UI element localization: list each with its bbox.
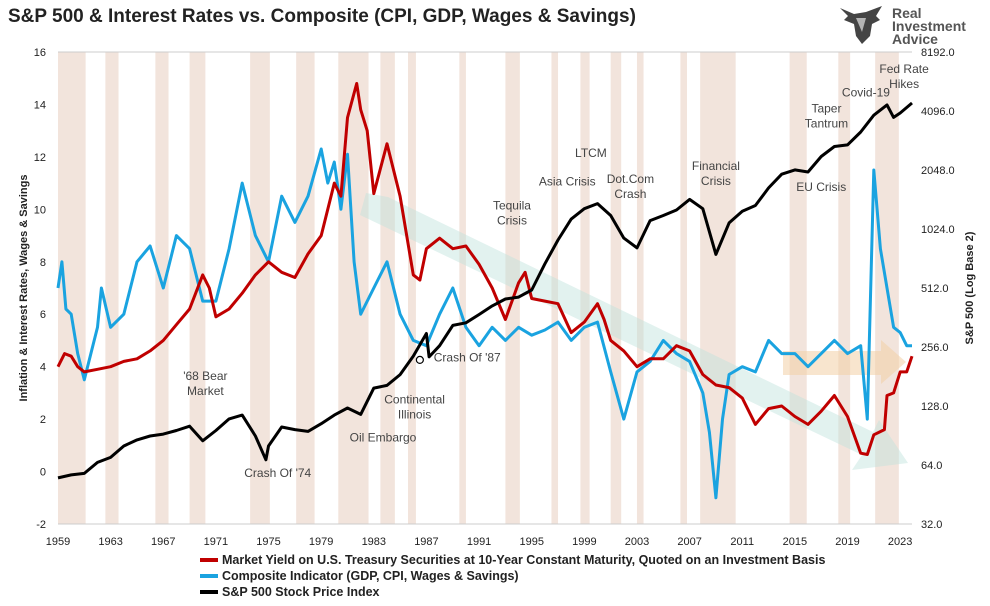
annotation-6: Asia Crisis bbox=[539, 175, 596, 189]
x-tick-label-8: 1991 bbox=[467, 536, 491, 548]
annotation-3: Continental Illinois bbox=[384, 392, 445, 421]
logo-text-line1: Real bbox=[892, 5, 922, 21]
tick-labels-layer: 1959 1963 1967 1971 1975 1979 1983 1987 1991 1995… bbox=[34, 47, 955, 548]
x-tick-label-6: 1983 bbox=[362, 536, 386, 548]
y-tick-label-2: 2 bbox=[40, 414, 46, 426]
y-tick-label-0: -2 bbox=[36, 519, 46, 531]
x-tick-label-10: 1999 bbox=[572, 536, 596, 548]
rate-hike-arrow bbox=[783, 340, 906, 384]
x-tick-label-11: 2003 bbox=[625, 536, 649, 548]
y2-tick-label-0: 32.0 bbox=[921, 519, 942, 531]
annotation-1: Crash Of '74 bbox=[244, 466, 311, 480]
legend-swatch bbox=[200, 574, 218, 578]
trend-arrows-layer bbox=[360, 193, 908, 470]
annotation-5: Tequila Crisis bbox=[493, 198, 531, 227]
x-tick-label-5: 1979 bbox=[309, 536, 333, 548]
series-layer bbox=[56, 82, 914, 500]
recession-band-8 bbox=[408, 52, 416, 524]
annotation-4: Crash Of '87 bbox=[434, 350, 501, 364]
legend-label: S&P 500 Stock Price Index bbox=[222, 585, 380, 599]
y-tick-label-3: 4 bbox=[40, 362, 46, 374]
recession-band-14 bbox=[636, 52, 644, 524]
logo-text-line2: Investment bbox=[892, 18, 966, 34]
y2-tick-label-2: 128.0 bbox=[921, 401, 949, 413]
recession-band-15 bbox=[680, 52, 687, 524]
y-tick-label-6: 10 bbox=[34, 204, 46, 216]
y-tick-label-9: 16 bbox=[34, 47, 46, 59]
legend-item-0: Market Yield on U.S. Treasury Securities… bbox=[200, 552, 825, 568]
event-marker-0 bbox=[415, 355, 424, 364]
y-tick-label-4: 6 bbox=[40, 309, 46, 321]
recession-band-0 bbox=[58, 52, 86, 524]
recession-band-13 bbox=[610, 52, 622, 524]
sp500-series-line bbox=[57, 101, 913, 480]
x-tick-label-13: 2011 bbox=[730, 536, 754, 548]
annotation-11: Taper Tantrum bbox=[805, 101, 848, 130]
y2-tick-label-4: 512.0 bbox=[921, 283, 949, 295]
bull-head-icon bbox=[840, 6, 882, 44]
x-tick-label-9: 1995 bbox=[519, 536, 543, 548]
annotation-12: Covid-19 bbox=[842, 86, 890, 100]
recession-band-1 bbox=[105, 52, 119, 524]
recession-band-10 bbox=[505, 52, 520, 524]
x-tick-label-15: 2019 bbox=[835, 536, 859, 548]
recession-band-11 bbox=[551, 52, 559, 524]
x-tick-label-3: 1971 bbox=[204, 536, 228, 548]
annotation-9: Financial Crisis bbox=[692, 159, 740, 188]
x-tick-label-16: 2023 bbox=[888, 536, 912, 548]
annotation-8: Dot.Com Crash bbox=[607, 172, 654, 201]
x-tick-label-2: 1967 bbox=[151, 536, 175, 548]
x-tick-label-12: 2007 bbox=[677, 536, 701, 548]
legend-swatch bbox=[200, 590, 218, 594]
legend-item-1: Composite Indicator (GDP, CPI, Wages & S… bbox=[200, 568, 825, 584]
rate-series-line bbox=[56, 82, 914, 456]
legend-label: Composite Indicator (GDP, CPI, Wages & S… bbox=[222, 569, 519, 583]
downtrend-arrow bbox=[360, 193, 908, 470]
y-tick-label-1: 0 bbox=[40, 467, 46, 479]
composite-series-line bbox=[56, 147, 912, 500]
annotation-2: Oil Embargo bbox=[350, 430, 417, 444]
y2-tick-label-7: 4096.0 bbox=[921, 106, 955, 118]
annotation-7: LTCM bbox=[575, 146, 607, 160]
logo: Real Investment Advice bbox=[836, 2, 986, 46]
y2-tick-label-5: 1024.0 bbox=[921, 224, 955, 236]
recession-band-4 bbox=[250, 52, 270, 524]
annotation-0: '68 Bear Market bbox=[183, 369, 227, 398]
y2-axis-title: S&P 500 (Log Base 2) bbox=[964, 231, 976, 344]
chart-title: S&P 500 & Interest Rates vs. Composite (… bbox=[8, 6, 636, 27]
y-axis-title: Inflation & Interest Rates, Wages & Savi… bbox=[18, 175, 30, 402]
x-tick-label-7: 1987 bbox=[414, 536, 438, 548]
logo-text-line3: Advice bbox=[892, 31, 938, 47]
y2-tick-label-3: 256.0 bbox=[921, 342, 949, 354]
recession-band-12 bbox=[580, 52, 590, 524]
annotation-13: Fed Rate Hikes bbox=[879, 62, 929, 91]
recession-shading-layer bbox=[58, 52, 899, 524]
legend: Market Yield on U.S. Treasury Securities… bbox=[200, 552, 825, 600]
legend-item-2: S&P 500 Stock Price Index bbox=[200, 584, 825, 600]
y2-tick-label-8: 8192.0 bbox=[921, 47, 955, 59]
y2-tick-label-1: 64.0 bbox=[921, 460, 942, 472]
x-tick-label-1: 1963 bbox=[98, 536, 122, 548]
recession-band-16 bbox=[700, 52, 736, 524]
annotation-10: EU Crisis bbox=[796, 180, 846, 194]
recession-band-18 bbox=[838, 52, 851, 524]
y2-tick-label-6: 2048.0 bbox=[921, 165, 955, 177]
x-tick-label-0: 1959 bbox=[46, 536, 70, 548]
recession-band-5 bbox=[296, 52, 315, 524]
x-tick-label-4: 1975 bbox=[256, 536, 280, 548]
recession-band-7 bbox=[380, 52, 395, 524]
legend-swatch bbox=[200, 558, 218, 562]
annotations-layer: '68 Bear Market Crash Of '74 Oil Embargo Con… bbox=[183, 62, 929, 480]
y-tick-label-8: 14 bbox=[34, 99, 46, 111]
y-tick-label-7: 12 bbox=[34, 152, 46, 164]
x-tick-label-14: 2015 bbox=[783, 536, 807, 548]
recession-band-9 bbox=[459, 52, 466, 524]
legend-label: Market Yield on U.S. Treasury Securities… bbox=[222, 553, 826, 567]
y-tick-label-5: 8 bbox=[40, 257, 46, 269]
recession-band-6 bbox=[338, 52, 369, 524]
